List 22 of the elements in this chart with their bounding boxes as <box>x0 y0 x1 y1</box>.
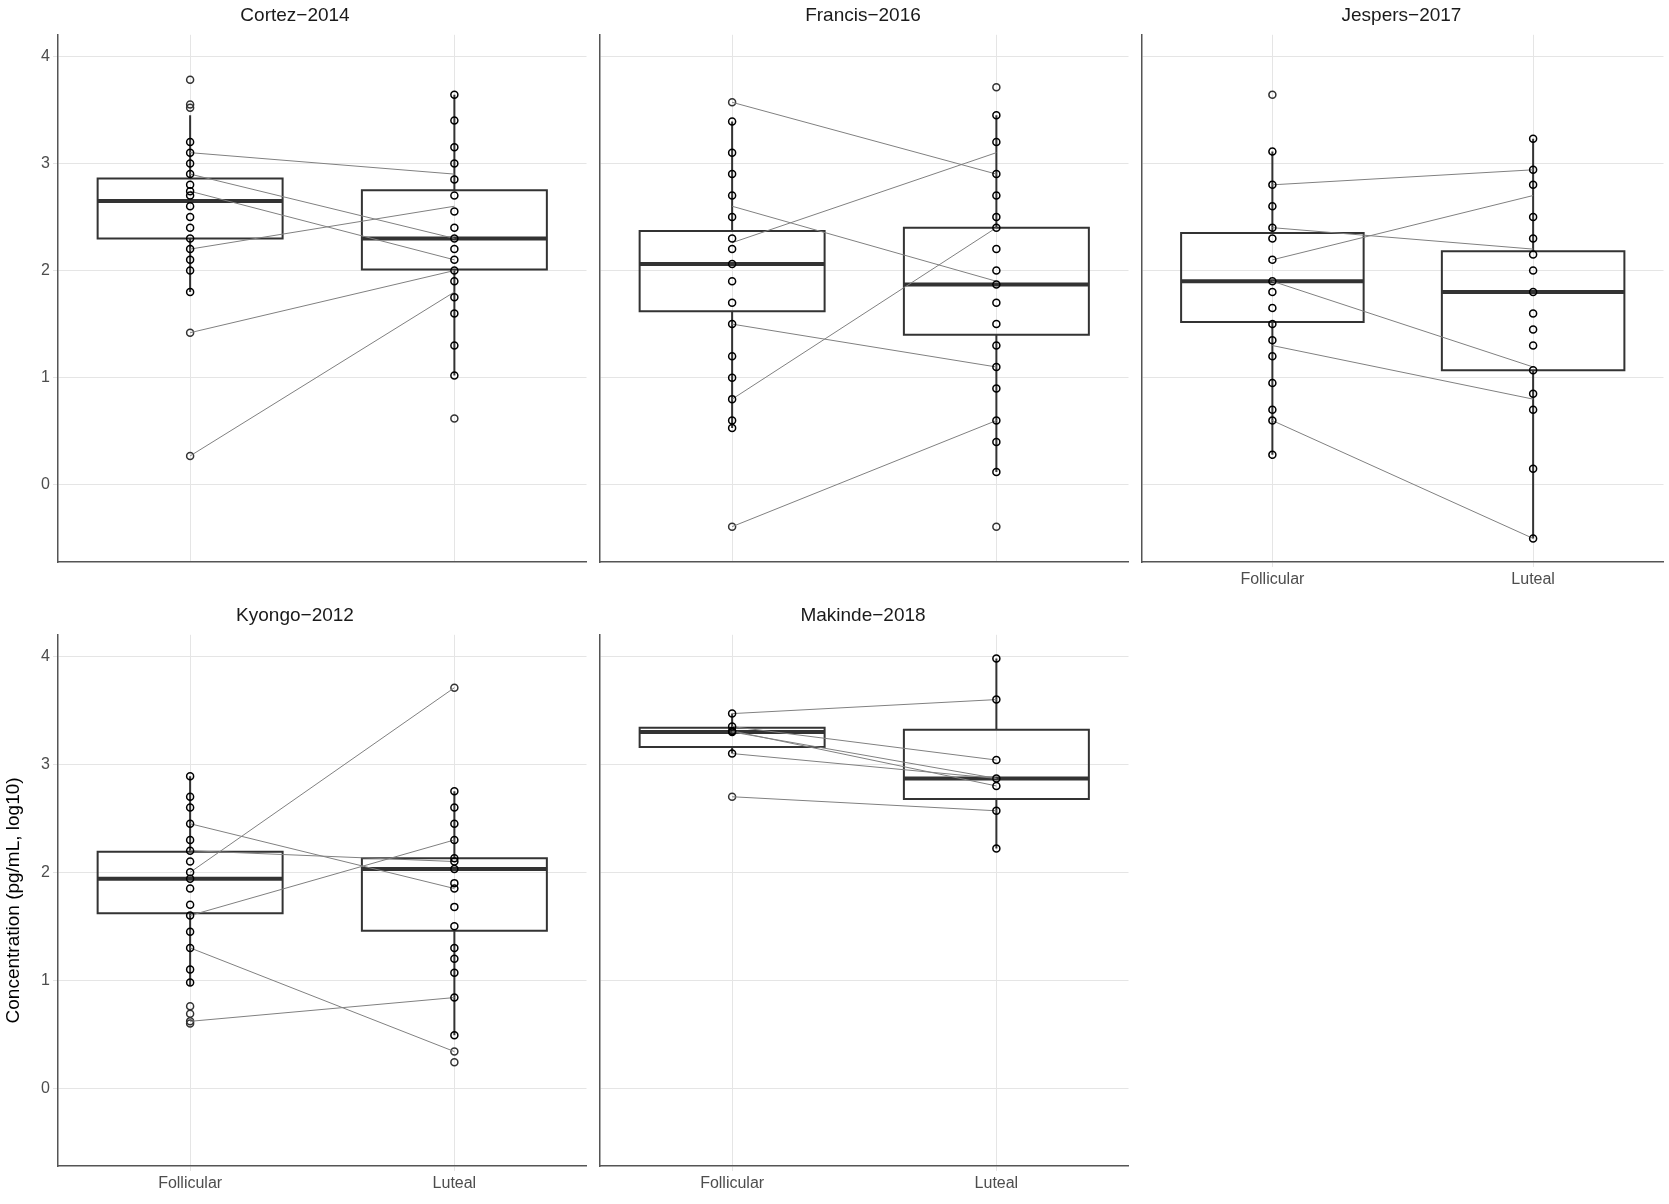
y-tick-label: 2 <box>41 260 51 278</box>
y-tick-label: 4 <box>41 646 51 664</box>
x-tick-label: Luteal <box>1511 570 1555 588</box>
x-tick-label: Luteal <box>974 1174 1019 1192</box>
y-tick-label: 3 <box>41 153 51 171</box>
y-tick-label: 1 <box>41 970 51 988</box>
y-tick-label: 4 <box>41 46 51 64</box>
y-tick-label: 2 <box>41 862 51 880</box>
y-tick-label: 1 <box>41 368 51 386</box>
y-tick-label: 0 <box>41 475 51 493</box>
chart-title: Jespers−2017 <box>1341 3 1462 25</box>
y-tick-label: 3 <box>41 754 51 772</box>
y-tick-label: 0 <box>41 1078 51 1096</box>
chart-title: Kyongo−2012 <box>236 603 354 625</box>
x-tick-label: Follicular <box>1240 570 1306 588</box>
chart-title: Cortez−2014 <box>240 3 351 25</box>
chart-title: Francis−2016 <box>805 3 921 25</box>
x-tick-label: Follicular <box>700 1174 765 1192</box>
chart-title: Makinde−2018 <box>800 603 926 625</box>
x-tick-label: Luteal <box>432 1174 477 1192</box>
y-axis-title: Concentration (pg/mL, log10) <box>1 777 23 1024</box>
x-tick-label: Follicular <box>158 1174 223 1192</box>
